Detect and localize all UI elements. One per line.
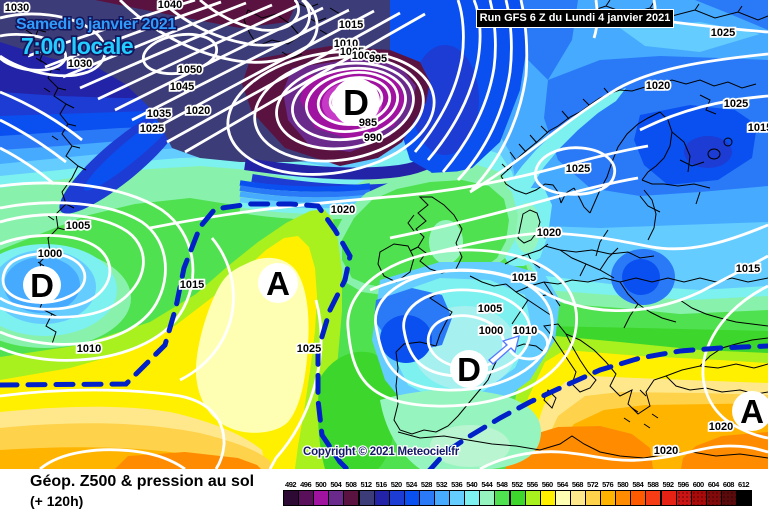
svg-text:Samedi 9 janvier 2021: Samedi 9 janvier 2021 xyxy=(16,16,176,33)
svg-text:1025: 1025 xyxy=(566,163,590,175)
svg-text:1015: 1015 xyxy=(512,272,536,284)
svg-text:1040: 1040 xyxy=(158,0,182,11)
svg-text:1020: 1020 xyxy=(709,421,733,433)
svg-text:7:00 locale: 7:00 locale xyxy=(21,33,133,59)
svg-text:D: D xyxy=(30,267,54,304)
svg-text:990: 990 xyxy=(364,132,382,144)
svg-text:1010: 1010 xyxy=(334,38,358,50)
svg-text:1020: 1020 xyxy=(537,227,561,239)
svg-text:1020: 1020 xyxy=(646,80,670,92)
svg-text:1025: 1025 xyxy=(140,123,164,135)
svg-text:Copyright © 2021 Meteociel.fr: Copyright © 2021 Meteociel.fr xyxy=(303,446,460,458)
svg-text:1005: 1005 xyxy=(66,220,90,232)
svg-text:A: A xyxy=(266,265,290,302)
svg-text:1015: 1015 xyxy=(736,263,760,275)
svg-text:1025: 1025 xyxy=(297,343,321,355)
svg-text:1000: 1000 xyxy=(38,248,62,260)
svg-text:1015: 1015 xyxy=(339,19,363,31)
svg-text:1045: 1045 xyxy=(170,81,194,93)
svg-text:A: A xyxy=(740,393,764,430)
svg-text:1000: 1000 xyxy=(479,325,503,337)
svg-text:1010: 1010 xyxy=(513,325,537,337)
svg-text:D: D xyxy=(343,82,369,123)
svg-text:995: 995 xyxy=(369,53,387,65)
svg-text:1015: 1015 xyxy=(180,279,204,291)
svg-text:1005: 1005 xyxy=(340,46,364,58)
svg-text:1020: 1020 xyxy=(654,445,678,457)
svg-text:1010: 1010 xyxy=(77,343,101,355)
svg-text:1015: 1015 xyxy=(748,122,768,134)
svg-text:1050: 1050 xyxy=(178,64,202,76)
svg-text:1005: 1005 xyxy=(478,303,502,315)
svg-text:1000: 1000 xyxy=(352,50,376,62)
svg-text:1030: 1030 xyxy=(5,2,29,14)
svg-text:1030: 1030 xyxy=(68,58,92,70)
svg-text:1035: 1035 xyxy=(147,108,171,120)
svg-text:1020: 1020 xyxy=(186,105,210,117)
svg-text:1025: 1025 xyxy=(711,27,735,39)
svg-text:D: D xyxy=(457,351,481,388)
svg-text:985: 985 xyxy=(359,117,377,129)
svg-text:1020: 1020 xyxy=(331,204,355,216)
svg-text:1025: 1025 xyxy=(724,98,748,110)
